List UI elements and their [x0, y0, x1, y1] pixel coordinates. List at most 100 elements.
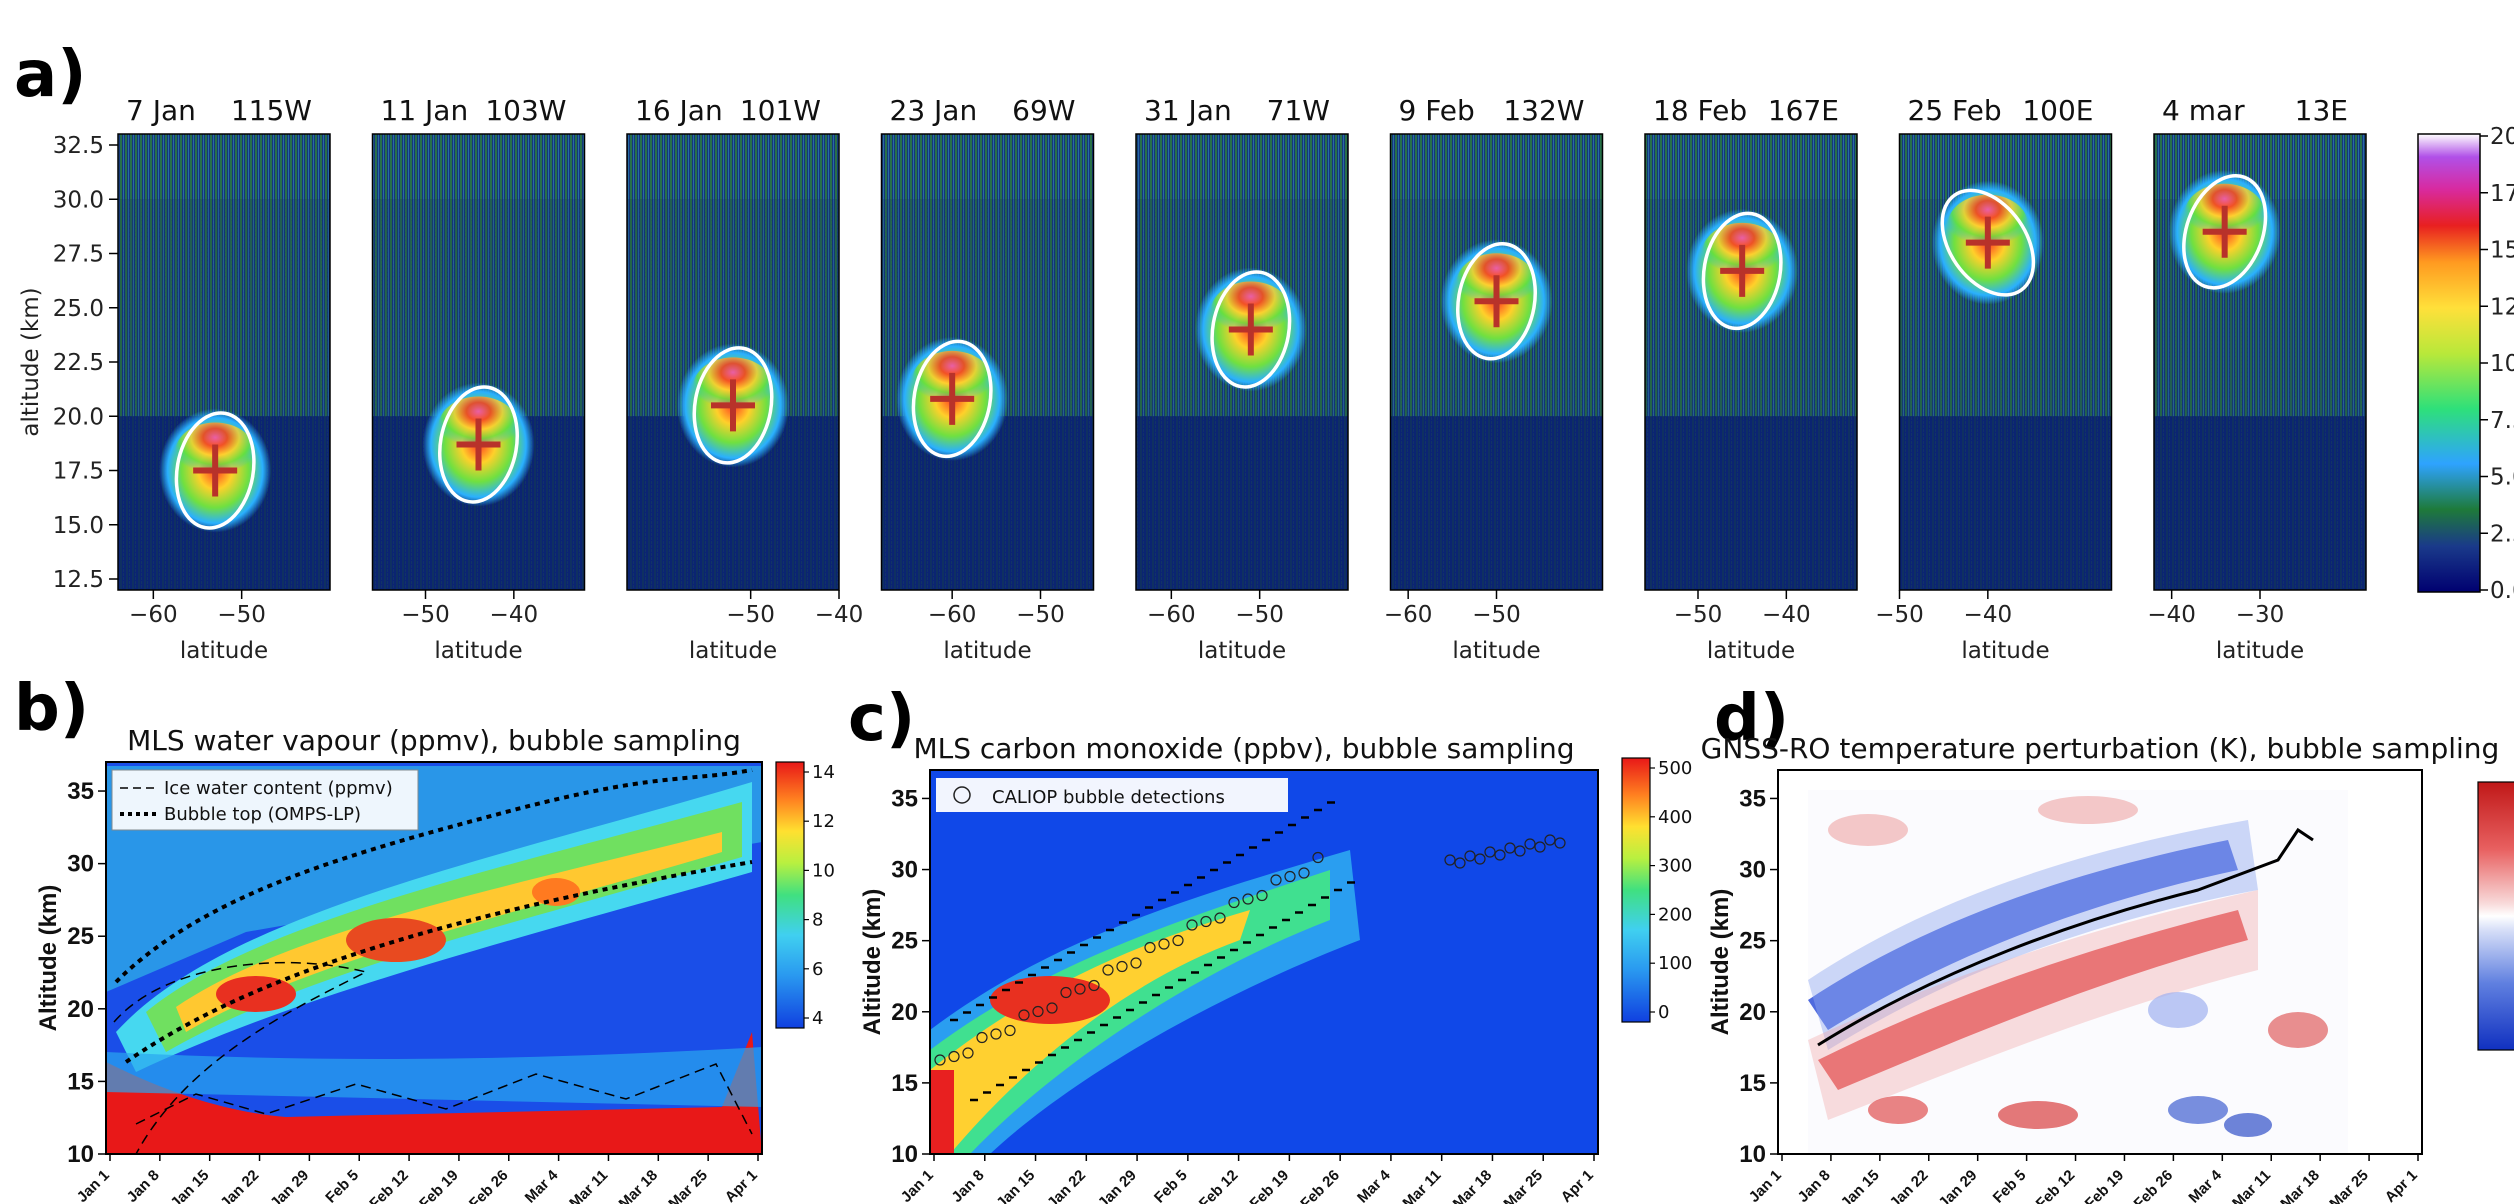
d-ytick-label: 25	[1739, 928, 1766, 955]
d-ytick-label: 10	[1739, 1141, 1766, 1168]
a-upper-band	[1136, 134, 1348, 200]
a-xtick-label: −40	[1964, 602, 2013, 628]
b-xtick-label: Feb 12	[366, 1167, 412, 1204]
b-cbar-label: 6	[812, 959, 823, 980]
d-xtick-label: Jan 15	[1838, 1167, 1883, 1204]
d-anomaly-patch	[1998, 1101, 2078, 1129]
a-upper-band	[118, 134, 330, 200]
d-xtick-label: Jan 22	[1887, 1167, 1932, 1204]
a-xtick-label: −60	[129, 602, 178, 628]
c-caliop-point	[1046, 1002, 1058, 1014]
panel-c-group: CALIOP bubble detections MLS carbon monox…	[859, 732, 1692, 1204]
c-caliop-point	[1298, 867, 1310, 879]
a-cbar-label: 17.	[2490, 181, 2514, 207]
a-xlabel: latitude	[1198, 638, 1286, 664]
a-subplot: 9 Feb 132W −60 −50 latitude	[1384, 94, 1604, 664]
c-caliop-point	[1158, 938, 1170, 950]
c-xtick-label: Jan 1	[898, 1167, 937, 1204]
c-ytick-label: 10	[891, 1141, 918, 1168]
a-contour	[1701, 211, 1783, 331]
d-anomaly-patch	[2148, 992, 2208, 1028]
b-legend-label-1: Ice water content (ppmv)	[164, 778, 393, 799]
b-ice-contour	[113, 961, 369, 1155]
c-caliop-point	[1534, 841, 1546, 853]
a-subplot-lon: 13E	[2295, 94, 2348, 127]
b-ytick-label: 35	[67, 778, 94, 805]
c-caliop-point	[1214, 912, 1226, 924]
c-caliop-point	[1256, 889, 1268, 902]
a-frame	[371, 133, 586, 591]
c-caliop-point	[1312, 851, 1324, 864]
d-colorbar	[2477, 781, 2514, 1051]
a-mid-band	[118, 199, 330, 417]
b-ytick-label: 30	[67, 851, 94, 878]
b-ytick-label: 20	[67, 996, 94, 1023]
a-subplot: 18 Feb 167E −50 −40 latitude	[1644, 94, 1858, 664]
c-legend-label: CALIOP bubble detections	[992, 787, 1225, 808]
d-anomaly-patch	[2168, 1096, 2228, 1124]
b-xtick-label: Feb 26	[466, 1167, 512, 1204]
a-subplot: 23 Jan 69W −60 −50 latitude	[880, 94, 1095, 664]
a-xtick-label: −50	[217, 602, 266, 628]
a-xtick-label: −40	[815, 602, 864, 628]
d-frame	[1777, 769, 2423, 1155]
b-plume-core	[216, 976, 296, 1012]
a-upper-band	[1390, 134, 1603, 200]
c-caliop-point	[1270, 874, 1282, 886]
a-xtick-label: −60	[1147, 602, 1196, 628]
d-warm-band-halo	[1808, 890, 2258, 1120]
c-cbar-label: 300	[1658, 856, 1692, 877]
a-subplot-lon: 103W	[485, 94, 566, 127]
d-bubble-line	[1817, 827, 2314, 1047]
a-lower-band	[1390, 416, 1603, 590]
c-caliop-point	[1144, 941, 1156, 954]
a-subplot: 7 Jan 115W −60 −50 latitude	[117, 94, 331, 664]
b-bubble-top-line	[114, 768, 753, 984]
a-xtick-label: −50	[1472, 602, 1521, 628]
a-cbar-label: 0.0	[2490, 578, 2514, 604]
c-cbar-label: 400	[1658, 807, 1692, 828]
c-caliop-point	[934, 1054, 946, 1066]
b-cbar-label: 14	[812, 762, 835, 783]
b-bottom-layer	[106, 1032, 762, 1154]
c-xtick-label: Feb 5	[1151, 1167, 1191, 1204]
a-xtick-label: −50	[401, 602, 450, 628]
b-bubble-bottom-line	[124, 860, 753, 1064]
c-caliop-point	[1484, 846, 1496, 858]
a-xtick-label: −50	[1875, 602, 1924, 628]
a-lower-band	[1136, 416, 1348, 590]
b-xtick-label: Apr 1	[722, 1167, 761, 1204]
a-subplot: 16 Jan 101W −50 −40 latitude	[626, 94, 864, 664]
a-xlabel: latitude	[689, 638, 777, 664]
c-colorbar	[1621, 757, 1651, 1023]
c-caliop-point	[1074, 983, 1086, 995]
a-contour	[1455, 241, 1538, 361]
b-ytick-label: 10	[67, 1141, 94, 1168]
c-caliop-point	[1018, 1009, 1030, 1021]
a-subplot-lon: 167E	[1768, 94, 1839, 127]
a-lower-band	[1645, 416, 1857, 590]
c-xtick-label: Mar 11	[1399, 1167, 1444, 1204]
a-xtick-label: −50	[1235, 602, 1284, 628]
c-caliop-point	[1494, 849, 1506, 861]
a-subplot-date: 16 Jan	[635, 94, 723, 127]
b-xtick-label: Jan 29	[267, 1167, 312, 1204]
c-caliop-point	[1444, 854, 1456, 866]
a-xtick-label: −50	[726, 602, 775, 628]
a-subplot: 25 Feb 100E −50 −40 latitude	[1875, 94, 2113, 664]
b-colorbar	[775, 761, 805, 1029]
d-ytick-label: 15	[1739, 1070, 1766, 1097]
a-lower-band	[2154, 416, 2366, 590]
d-xtick-label: Feb 26	[2131, 1167, 2177, 1204]
panel-label-a: a)	[14, 38, 87, 112]
c-cbar-label: 200	[1658, 904, 1692, 925]
d-ytick-label: 20	[1739, 999, 1766, 1026]
d-anomaly-patch	[2268, 1012, 2328, 1048]
a-frame	[880, 133, 1095, 591]
c-caliop-point	[1284, 870, 1296, 883]
a-ytick-label: 32.5	[53, 133, 104, 159]
c-cbar-label: 500	[1658, 758, 1692, 779]
c-xtick-label: Mar 25	[1500, 1167, 1546, 1204]
b-xtick-label: Mar 11	[566, 1167, 611, 1204]
a-frame	[1898, 133, 2113, 591]
